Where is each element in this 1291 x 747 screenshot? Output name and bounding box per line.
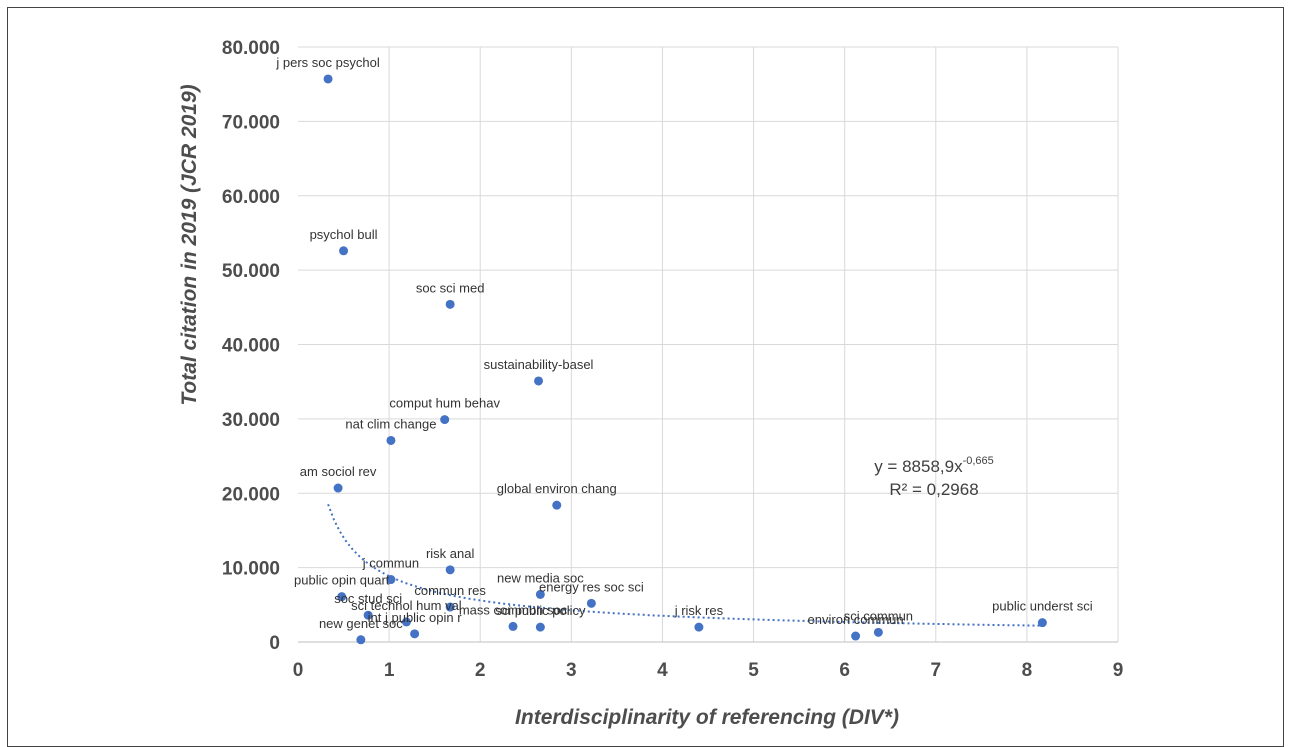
y-tick-label: 70.000 (222, 112, 280, 133)
x-tick-label: 8 (1022, 660, 1033, 681)
y-tick-label: 30.000 (222, 410, 280, 431)
y-axis-title: Total citation in 2019 (JCR 2019) (178, 84, 201, 405)
y-tick-label: 80.000 (222, 38, 280, 59)
x-axis-title: Interdisciplinarity of referencing (DIV*… (515, 706, 899, 729)
data-label: sustainability-basel (484, 357, 594, 372)
data-label: public underst sci (992, 599, 1093, 614)
data-point (337, 592, 347, 602)
data-label: environ commun (808, 612, 904, 627)
trendline (327, 503, 1043, 627)
data-point (386, 575, 396, 585)
data-label: new genet soc (319, 616, 403, 631)
data-label: sci technol hum val (351, 598, 462, 613)
x-tick-label: 2 (475, 660, 486, 681)
data-label: int j public opin r (368, 610, 463, 625)
x-tick-label: 7 (930, 660, 941, 681)
data-label: psychol bull (310, 227, 378, 242)
x-tick-label: 6 (839, 660, 850, 681)
data-label: public opin quart (294, 573, 390, 588)
data-label: soc sci med (416, 280, 485, 295)
y-tick-label: 10.000 (222, 559, 280, 580)
data-point (535, 622, 545, 632)
data-label: mass commun soc (459, 602, 568, 617)
equation-exponent: -0,665 (963, 455, 994, 467)
data-point (552, 500, 562, 510)
data-point (873, 627, 883, 637)
data-point (356, 635, 366, 645)
data-label: commun res (414, 583, 486, 598)
data-point (445, 602, 455, 612)
data-point (333, 483, 343, 493)
y-tick-label: 0 (269, 633, 280, 654)
data-points (323, 74, 1047, 645)
data-point (1037, 618, 1047, 628)
data-point (410, 629, 420, 639)
x-tick-label: 1 (384, 660, 395, 681)
data-label: new media soc (497, 570, 584, 585)
data-label: sci commun (844, 608, 913, 623)
data-point (694, 622, 704, 632)
x-tick-label: 9 (1113, 660, 1124, 681)
y-tick-label: 60.000 (222, 187, 280, 208)
x-tick-labels: 0 1 2 3 4 5 6 7 8 9 (293, 660, 1124, 681)
data-point (851, 631, 861, 641)
data-label: soc stud sci (334, 591, 402, 606)
x-tick-label: 0 (293, 660, 304, 681)
data-point (508, 621, 518, 631)
trendline-r-squared: R² = 0,2968 (889, 480, 978, 499)
data-label: sci public policy (495, 603, 586, 618)
trendline-equation: y = 8858,9x-0,665 (874, 455, 994, 476)
data-point (586, 598, 596, 608)
data-point (445, 565, 455, 575)
data-label: comput hum behav (389, 396, 500, 411)
data-point (386, 435, 396, 445)
data-point (535, 589, 545, 599)
data-point (363, 610, 373, 620)
data-label: energy res soc sci (539, 579, 644, 594)
data-point (339, 246, 349, 256)
data-label: global environ chang (497, 481, 617, 496)
data-label: risk anal (426, 546, 475, 561)
trendline-path (327, 503, 1043, 627)
data-point (401, 617, 411, 627)
y-tick-label: 50.000 (222, 261, 280, 282)
data-point (440, 415, 450, 425)
equation-base: y = 8858,9x (874, 457, 963, 476)
data-point (445, 299, 455, 309)
y-tick-labels: 0 10.000 20.000 30.000 40.000 50.000 60.000 70.… (222, 38, 280, 654)
data-label: j risk res (674, 603, 724, 618)
point-labels: j pers soc psychol psychol bull soc sci me… (275, 55, 1092, 631)
data-label: j pers soc psychol (275, 55, 379, 70)
x-tick-label: 4 (657, 660, 668, 681)
y-tick-label: 20.000 (222, 484, 280, 505)
data-point (534, 376, 544, 386)
data-label: am sociol rev (300, 464, 377, 479)
data-label: nat clim change (345, 416, 436, 431)
grid (298, 46, 1119, 643)
x-tick-label: 3 (566, 660, 577, 681)
x-tick-label: 5 (748, 660, 759, 681)
data-point (323, 74, 333, 84)
y-tick-label: 40.000 (222, 336, 280, 357)
data-label: j commun (362, 556, 419, 571)
